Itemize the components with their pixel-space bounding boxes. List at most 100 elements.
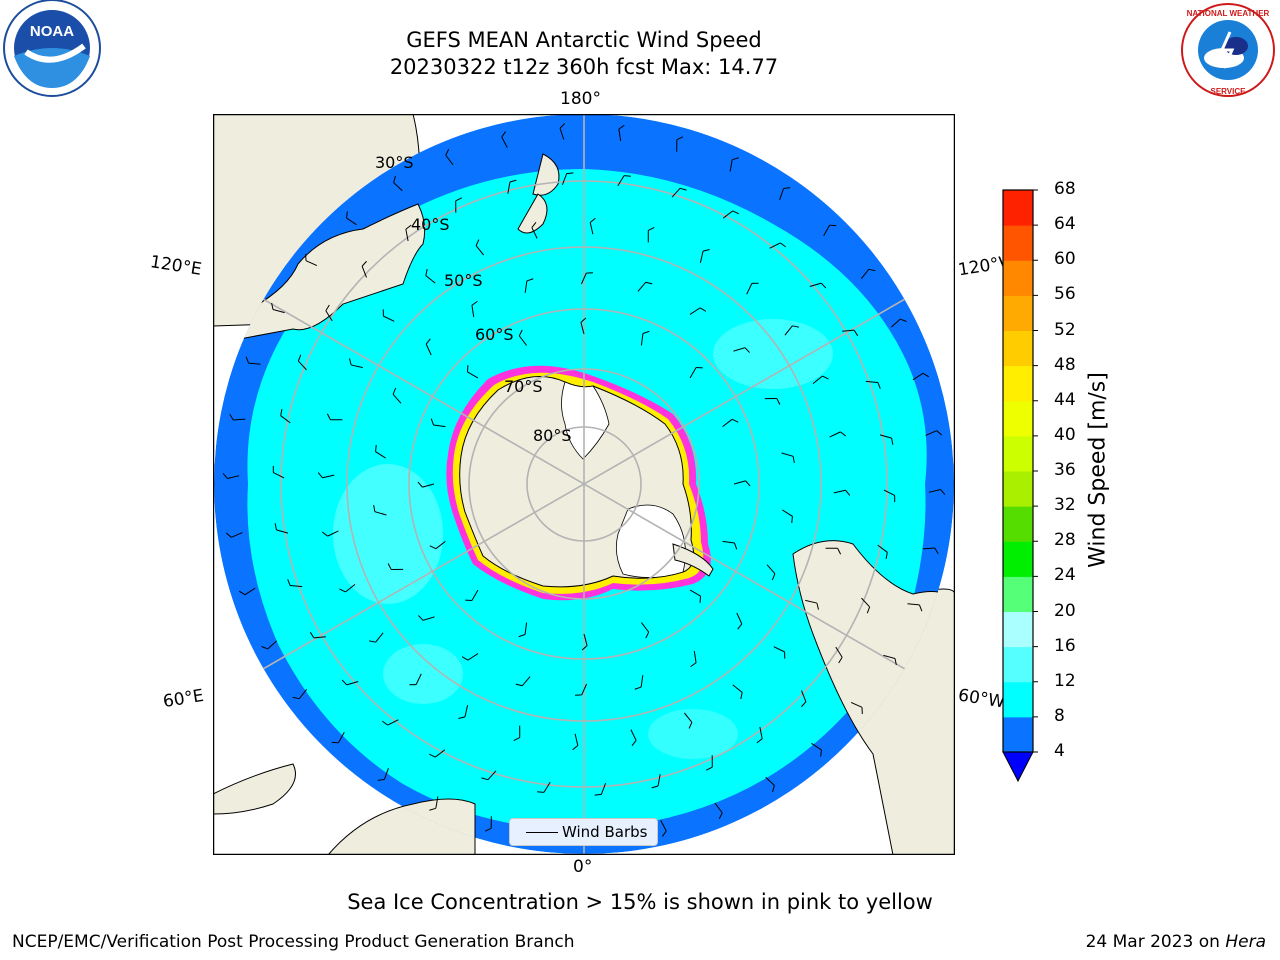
wind-barb	[331, 731, 345, 744]
wind-barb	[733, 347, 750, 353]
wind-barb	[467, 365, 479, 379]
svg-text:SERVICE: SERVICE	[1211, 87, 1247, 96]
wind-barb	[471, 300, 478, 318]
wind-barb	[833, 489, 851, 496]
wind-barb	[689, 367, 703, 379]
wind-barb	[634, 675, 644, 690]
wind-barb	[756, 726, 763, 744]
wind-barb	[375, 444, 386, 459]
wind-barb	[883, 489, 896, 503]
wind-barb	[461, 653, 479, 661]
colorbar-segment	[1003, 576, 1033, 612]
wind-barb	[429, 796, 439, 811]
wind-barb	[825, 547, 842, 555]
colorbar-tick-label: 32	[1054, 495, 1076, 516]
wind-barb	[660, 820, 667, 837]
wind-barb	[515, 676, 531, 687]
colorbar-tick-label: 56	[1054, 284, 1076, 305]
wind-barb	[580, 317, 587, 335]
polar-map: 30°S 40°S 50°S 60°S 70°S 80°S	[213, 114, 955, 855]
colorbar-segment	[1003, 716, 1033, 753]
nws-logo: NATIONAL WEATHER SERVICE	[1181, 3, 1275, 97]
wind-barb	[382, 719, 399, 726]
wind-barb	[382, 309, 395, 322]
wind-barb	[458, 705, 469, 719]
wind-barb	[305, 253, 318, 267]
wind-barb	[377, 768, 389, 781]
colorbar-tick-label: 64	[1054, 214, 1076, 235]
colorbar-tick-label: 24	[1054, 565, 1076, 586]
colorbar	[1002, 189, 1038, 783]
lat-label-30s: 30°S	[375, 153, 414, 172]
wind-barb	[764, 398, 781, 405]
wind-barb	[429, 541, 446, 550]
legend-line-swatch	[526, 832, 558, 833]
wind-barb	[481, 770, 497, 781]
wind-barb	[339, 584, 356, 593]
wind-barb	[475, 239, 484, 256]
wind-barb	[292, 688, 308, 700]
wind-barb	[773, 646, 786, 659]
wind-barb	[531, 221, 538, 239]
lon-label-0: 0°	[573, 857, 593, 877]
colorbar-segment	[1003, 400, 1033, 437]
colorbar-segment	[1003, 225, 1033, 261]
wind-barb	[722, 210, 739, 219]
wind-barb	[317, 472, 335, 479]
wind-barb	[518, 329, 527, 346]
wind-barb	[465, 589, 479, 601]
wind-barb	[225, 532, 243, 538]
wind-barb	[297, 354, 307, 371]
wind-barb	[617, 175, 631, 187]
wind-barb	[574, 683, 588, 696]
wind-barb	[842, 329, 859, 337]
wind-barb	[722, 418, 739, 427]
wind-barb	[418, 615, 435, 621]
wind-barb	[879, 434, 894, 445]
wind-barb	[537, 781, 551, 793]
wind-barb	[589, 217, 596, 235]
wind-barb	[325, 304, 333, 322]
svg-text:NOAA: NOAA	[30, 23, 74, 40]
wind-barb	[829, 431, 847, 438]
wind-barb	[392, 387, 402, 404]
colorbar-segment	[1003, 190, 1033, 226]
wind-barb	[883, 654, 897, 666]
wind-barb	[594, 783, 607, 796]
wind-barb	[309, 631, 326, 639]
wind-barb	[393, 175, 403, 192]
wind-barb	[349, 358, 363, 369]
wind-barb	[326, 413, 343, 421]
wind-barb	[865, 380, 881, 389]
wind-barb	[630, 729, 637, 747]
wind-barb	[722, 540, 738, 550]
wind-barb	[287, 579, 303, 588]
colorbar-tick-label: 60	[1054, 249, 1076, 270]
wind-barb	[689, 307, 707, 315]
wind-barb	[425, 268, 436, 284]
wind-barb	[430, 418, 446, 428]
wind-barb	[373, 504, 387, 516]
wind-barb	[640, 330, 650, 346]
wind-barb	[261, 640, 278, 650]
map-legend: Wind Barbs	[509, 818, 658, 846]
colorbar-tick-label: 44	[1054, 389, 1076, 410]
footer-host: Hera	[1225, 932, 1266, 952]
wind-barb	[429, 749, 446, 758]
wind-barb	[513, 725, 521, 742]
colorbar-segment	[1003, 295, 1033, 331]
wind-barb	[581, 633, 588, 651]
wind-barb	[647, 226, 655, 243]
map-frame	[213, 114, 955, 855]
wind-barb	[779, 187, 791, 200]
colorbar-segment	[1003, 471, 1033, 507]
wind-barb	[222, 473, 240, 480]
colorbar-tick-label: 16	[1054, 635, 1076, 656]
wind-barb	[861, 597, 871, 614]
wind-barb	[809, 282, 827, 289]
wind-barb	[890, 318, 907, 328]
colorbar-tick-label: 68	[1054, 179, 1076, 199]
lon-label-120e: 120°E	[148, 252, 203, 280]
wind-barb	[835, 646, 843, 664]
wind-barb	[445, 149, 454, 166]
